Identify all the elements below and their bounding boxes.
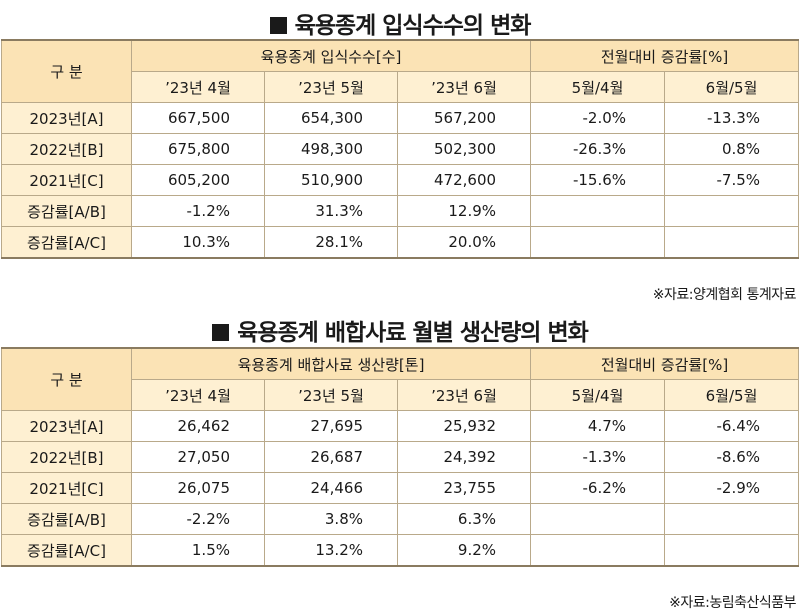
ratio-cell: -13.3% (664, 102, 800, 134)
ratio-cell: -15.6% (530, 164, 666, 196)
ratio-cell: 0.8% (664, 133, 800, 165)
row-label: 2023년[A] (1, 410, 132, 442)
value-cell: 3.8% (264, 503, 398, 535)
change-rate-group-header: 전월대비 증감률[%] (530, 39, 800, 72)
value-cell: 23,755 (396, 472, 532, 504)
ratio-header: 5월/4월 (530, 379, 666, 411)
ratio-header: 6월/5월 (664, 379, 800, 411)
month-header: ’23년 4월 (131, 71, 265, 103)
ratio-cell: -6.2% (530, 472, 666, 504)
value-cell: 31.3% (264, 195, 398, 227)
ratio-cell: -7.5% (664, 164, 800, 196)
value-cell: 675,800 (131, 133, 265, 165)
row-label: 증감률[A/C] (1, 226, 132, 259)
value-cell: 605,200 (131, 164, 265, 196)
ratio-cell: -8.6% (664, 441, 800, 473)
month-header: ’23년 5월 (264, 379, 398, 411)
value-cell: 1.5% (131, 534, 265, 567)
source-note: ※자료:농림축산식품부 (669, 595, 796, 611)
ratio-cell (530, 503, 666, 535)
value-cell: 567,200 (396, 102, 532, 134)
ratio-cell (664, 503, 800, 535)
value-cell: 26,462 (131, 410, 265, 442)
source-note: ※자료:양계협회 통계자료 (652, 287, 797, 303)
label-column-header: 구 분 (1, 347, 132, 411)
row-label: 2023년[A] (1, 102, 132, 134)
value-cell: 502,300 (396, 133, 532, 165)
placement-group-header: 육용종계 입식수수[수] (130, 39, 532, 72)
table-row: 증감률[A/B] -2.2% 3.8% 6.3% (1, 503, 800, 535)
feed-production-table: 구 분 육용종계 배합사료 생산량[톤] 전월대비 증감률[%] ’23년 4월… (1, 347, 800, 567)
value-cell: 27,050 (131, 441, 265, 473)
ratio-cell (530, 534, 666, 567)
chick-placement-table: 구 분 육용종계 입식수수[수] 전월대비 증감률[%] ’23년 4월 ’23… (1, 39, 800, 259)
ratio-cell (530, 195, 666, 227)
value-cell: 24,392 (396, 441, 532, 473)
value-cell: 24,466 (264, 472, 398, 504)
square-bullet-icon (212, 324, 230, 341)
month-header: ’23년 6월 (396, 379, 532, 411)
ratio-header: 5월/4월 (530, 71, 666, 103)
square-bullet-icon (269, 17, 287, 34)
ratio-cell (530, 226, 666, 259)
row-label: 2021년[C] (1, 164, 132, 196)
value-cell: 13.2% (264, 534, 398, 567)
row-label: 증감률[A/B] (1, 503, 132, 535)
month-header: ’23년 4월 (131, 379, 265, 411)
value-cell: 9.2% (396, 534, 532, 567)
ratio-cell: -2.0% (530, 102, 666, 134)
value-cell: 510,900 (264, 164, 398, 196)
value-cell: 20.0% (396, 226, 532, 259)
row-label: 2022년[B] (1, 441, 132, 473)
change-rate-group-header: 전월대비 증감률[%] (530, 347, 800, 380)
label-column-header: 구 분 (1, 39, 132, 103)
table-row: 증감률[A/B] -1.2% 31.3% 12.9% (1, 195, 800, 227)
row-label: 증감률[A/C] (1, 534, 132, 567)
table-row: 2022년[B] 27,050 26,687 24,392 -1.3% -8.6… (1, 441, 800, 473)
table-row: 증감률[A/C] 1.5% 13.2% 9.2% (1, 534, 800, 567)
value-cell: 498,300 (264, 133, 398, 165)
ratio-cell (664, 195, 800, 227)
value-cell: 12.9% (396, 195, 532, 227)
value-cell: 667,500 (131, 102, 265, 134)
value-cell: 27,695 (264, 410, 398, 442)
row-label: 증감률[A/B] (1, 195, 132, 227)
value-cell: 28.1% (264, 226, 398, 259)
section-2-title: 육용종계 배합사료 월별 생산량의 변화 (0, 313, 800, 347)
ratio-cell: 4.7% (530, 410, 666, 442)
value-cell: 6.3% (396, 503, 532, 535)
ratio-cell (664, 226, 800, 259)
table-row: 2021년[C] 605,200 510,900 472,600 -15.6% … (1, 164, 800, 196)
value-cell: -1.2% (131, 195, 265, 227)
ratio-header: 6월/5월 (664, 71, 800, 103)
ratio-cell: -2.9% (664, 472, 800, 504)
table-row: 2022년[B] 675,800 498,300 502,300 -26.3% … (1, 133, 800, 165)
section-1-title: 육용종계 입식수수의 변화 (0, 6, 800, 40)
ratio-cell: -6.4% (664, 410, 800, 442)
row-label: 2021년[C] (1, 472, 132, 504)
ratio-cell: -1.3% (530, 441, 666, 473)
month-header: ’23년 6월 (396, 71, 532, 103)
value-cell: 10.3% (131, 226, 265, 259)
ratio-cell (664, 534, 800, 567)
table-row: 2023년[A] 26,462 27,695 25,932 4.7% -6.4% (1, 410, 800, 442)
value-cell: 25,932 (396, 410, 532, 442)
table-row: 2021년[C] 26,075 24,466 23,755 -6.2% -2.9… (1, 472, 800, 504)
ratio-cell: -26.3% (530, 133, 666, 165)
value-cell: 654,300 (264, 102, 398, 134)
value-cell: 472,600 (396, 164, 532, 196)
value-cell: -2.2% (131, 503, 265, 535)
table-row: 증감률[A/C] 10.3% 28.1% 20.0% (1, 226, 800, 259)
production-group-header: 육용종계 배합사료 생산량[톤] (130, 347, 532, 380)
value-cell: 26,687 (264, 441, 398, 473)
row-label: 2022년[B] (1, 133, 132, 165)
table-row: 2023년[A] 667,500 654,300 567,200 -2.0% -… (1, 102, 800, 134)
value-cell: 26,075 (131, 472, 265, 504)
month-header: ’23년 5월 (264, 71, 398, 103)
